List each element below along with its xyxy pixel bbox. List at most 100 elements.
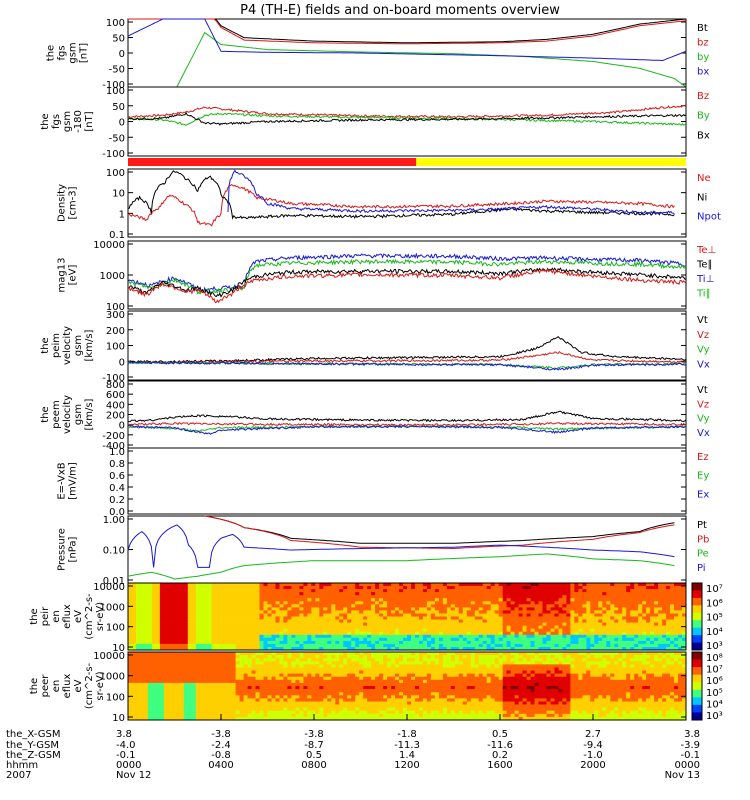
spectrogram-cell [482,589,488,593]
spectrogram-cell [343,673,348,678]
spectrogram-cell [430,637,436,642]
panel-frame [127,515,687,584]
spectrogram-cell [498,637,504,642]
spectrogram-cell [371,607,376,611]
spectrogram-cell [315,640,320,645]
spectrogram-cell [227,583,232,587]
spectrogram-cell [271,610,276,614]
spectrogram-cell [391,701,396,705]
spectrogram-cell [183,713,189,718]
spectrogram-cell [287,713,292,718]
spectrogram-cell [251,682,256,687]
spectrogram-cell [191,607,197,611]
y-tick-label: 10 [112,189,125,200]
spectrogram-cell [403,595,408,599]
spectrogram-cell [426,583,432,587]
spectrogram-cell [191,622,197,626]
spectrogram-cell [367,616,372,620]
spectrogram-cell [566,604,571,608]
spectrogram-cell [566,583,571,587]
spectrogram-cell [291,667,296,671]
spectrogram-cell [255,713,260,718]
spectrogram-cell [638,631,643,636]
spectrogram-cell [375,704,380,708]
spectrogram-cell [371,655,376,659]
spectrogram-cell [136,631,141,636]
spectrogram-cell [275,679,280,684]
spectrogram-cell [570,622,575,626]
spectrogram-cell [279,707,284,712]
spectrogram-cell [311,658,316,662]
spectrogram-cell [375,613,380,617]
spectrogram-cell [327,692,332,696]
spectrogram-cell [450,634,456,639]
spectrogram-cell [347,647,352,651]
spectrogram-cell [375,589,380,593]
spectrogram-cell [143,673,149,678]
spectrogram-cell [235,673,240,678]
spectrogram-cell [351,682,356,687]
y-tick-label: -100 [102,80,125,91]
spectrogram-cell [594,607,599,611]
spectrogram-cell [155,661,161,665]
spectrogram-cell [666,607,671,611]
spectrogram-cell [474,634,480,639]
spectrogram-cell [403,634,408,639]
spectrogram-cell [251,604,256,608]
spectrogram-cell [239,647,244,651]
spectrogram-cell [295,616,300,620]
spectrogram-cell [363,625,368,629]
spectrogram-cell [426,625,432,629]
spectrogram-cell [263,707,268,712]
spectrogram-cell [343,647,348,651]
spectrogram-cell [187,592,193,596]
spectrogram-cell [287,604,292,608]
spectrogram-cell [658,634,663,639]
y-tick-label: 300 [106,310,125,321]
spectrogram-cell [642,583,647,587]
y-tick-label: 200 [106,326,125,337]
spectrogram-cell [163,667,169,671]
spectrogram-cell [175,664,181,668]
y-tick-label: 0.0 [109,507,125,518]
spectrogram-cell [323,695,328,699]
spectrogram-cell [490,610,496,614]
spectrogram-cell [446,601,452,605]
spectrogram-cell [363,676,368,681]
spectrogram-cell [395,676,400,681]
spectrogram-cell [132,713,137,718]
spectrogram-cell [462,619,468,623]
spectrogram-cell [128,707,133,712]
spectrogram-cell [295,610,300,614]
spectrogram-cell [546,631,551,636]
spectrogram-cell [339,604,344,608]
spectrogram-cell [391,679,396,684]
spectrogram-cell [255,658,260,662]
spectrogram-cell [275,643,280,648]
spectrogram-cell [383,673,388,678]
spectrogram-cell [259,682,264,687]
series-vz [127,351,687,365]
spectrogram-cell [399,631,404,636]
spectrogram-cell [151,661,157,665]
spectrogram-cell [215,673,221,678]
spectrogram-cell [271,686,276,690]
spectrogram-cell [227,667,232,671]
spectrogram-cell [359,710,364,715]
spectrogram-cell [462,640,468,645]
spectrogram-cell [411,647,416,651]
spectrogram-cell [219,667,225,671]
spectrogram-cell [538,583,543,587]
spectrogram-cell [203,619,209,623]
spectrogram-cell [187,634,193,639]
spectrogram-cell [195,601,201,605]
spectrogram-cell [395,713,400,718]
spectrogram-cell [478,631,484,636]
spectrogram-cell [132,707,137,712]
spectrogram-cell [199,586,205,590]
spectrogram-cell [183,704,189,708]
spectrogram-cell [510,598,515,602]
spectrogram-cell [291,704,296,708]
spectrogram-cell [343,698,348,702]
